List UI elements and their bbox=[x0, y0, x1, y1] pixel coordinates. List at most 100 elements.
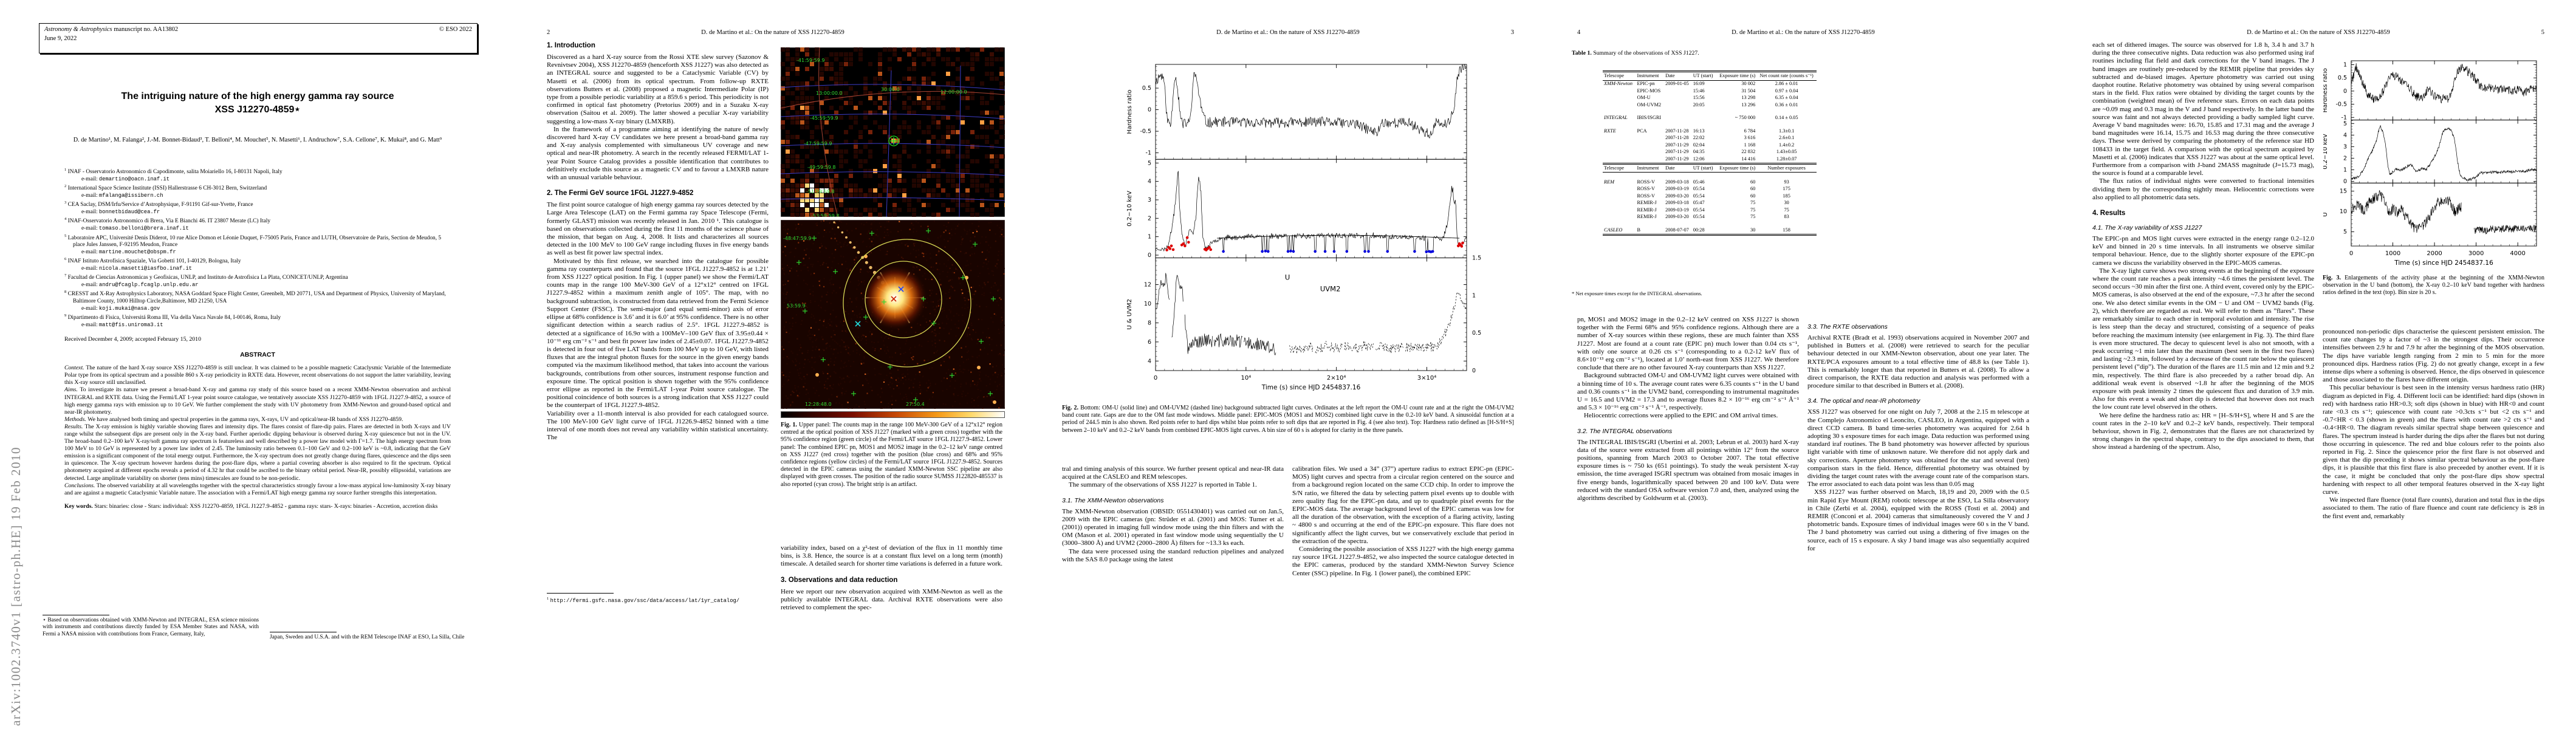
paragraph: XSS J1227 was further observed on March,… bbox=[1807, 488, 2029, 552]
svg-text:0: 0 bbox=[1148, 107, 1151, 114]
svg-text:-45:59:59.9: -45:59:59.9 bbox=[810, 115, 838, 121]
affiliation: 2 International Space Science Institute … bbox=[64, 184, 267, 199]
table-1-caption: Table 1. Summary of the observations of … bbox=[1572, 50, 2021, 56]
manuscript-date: June 9, 2022 bbox=[44, 35, 77, 42]
svg-text:4: 4 bbox=[2343, 132, 2347, 139]
paragraph: We inspected flare fluence (total flare … bbox=[2323, 496, 2544, 520]
page-number: 2 bbox=[547, 29, 550, 36]
page-1: arXiv:1002.3740v1 [astro-ph.HE] 19 Feb 2… bbox=[0, 0, 515, 729]
svg-text:6: 6 bbox=[1148, 339, 1151, 346]
svg-text:3: 3 bbox=[2343, 143, 2347, 150]
affiliation: 1 INAF - Osservatorio Astronomico di Cap… bbox=[64, 168, 283, 182]
column-right: calibration files. We used a 34” (37”) a… bbox=[1292, 465, 1514, 654]
running-title: D. de Martino et al.: On the nature of X… bbox=[2247, 29, 2390, 36]
svg-text:0.5: 0.5 bbox=[2338, 75, 2347, 81]
footnote-number: 1 bbox=[547, 597, 549, 601]
copyright: © ESO 2022 bbox=[439, 26, 472, 33]
svg-text:U & UVM2: U & UVM2 bbox=[1126, 299, 1133, 330]
abstract-paragraph: Results. The X-ray emission is highly va… bbox=[64, 423, 451, 482]
abstract-paragraph: Conclusions. The observed variability at… bbox=[64, 482, 451, 496]
svg-text:-47:59:59.9: -47:59:59.9 bbox=[804, 141, 832, 146]
svg-text:0: 0 bbox=[2343, 88, 2347, 95]
observations-table: Telescope Instrument Date UT (start) Exposur… bbox=[1603, 70, 1817, 236]
paragraph: Motivated by this first release, we sear… bbox=[547, 257, 769, 409]
footnote-url: http://fermi.gsfc.nasa.gov/ssc/data/acce… bbox=[550, 598, 740, 604]
section-heading: 3. Observations and data reduction bbox=[781, 576, 898, 584]
paragraph: Background subtracted OM-U and OM-UVM2 l… bbox=[1577, 372, 1799, 412]
front-matter: 1 INAF - Osservatorio Astronomico di Cap… bbox=[64, 166, 451, 510]
svg-text:8: 8 bbox=[1148, 320, 1151, 326]
figure-caption: Fig. 2. Bottom: OM-U (solid line) and OM… bbox=[1062, 405, 1514, 434]
svg-text:2: 2 bbox=[2343, 155, 2347, 162]
manuscript-header-box: Astronomy & Astrophysics manuscript no. … bbox=[39, 23, 478, 53]
svg-text:-1: -1 bbox=[1146, 150, 1151, 157]
title-footnote-right: Japan, Sweden and U.S.A. and with the RE… bbox=[270, 632, 484, 641]
affiliation: 8 CRESST and X-Ray Astrophysics Laborato… bbox=[64, 290, 446, 312]
author-list: D. de Martino¹, M. Falanga², J.-M. Bonne… bbox=[73, 137, 442, 143]
svg-text:0: 0 bbox=[2343, 178, 2347, 185]
running-title: D. de Martino et al.: On the nature of X… bbox=[1216, 29, 1360, 36]
page-number: 5 bbox=[2541, 29, 2544, 36]
svg-text:4: 4 bbox=[1148, 179, 1151, 185]
section-heading: 1. Introduction bbox=[547, 42, 595, 49]
affiliation: 4 INAF-Osservatorio Astronomico di Brera… bbox=[64, 217, 271, 231]
fermi-counts-map: -41:59:59.9 13:00:00.0 30:00.0 12:00:00.0 -4… bbox=[780, 47, 1009, 219]
svg-text:12:28:48.0: 12:28:48.0 bbox=[805, 402, 832, 407]
page-number: 3 bbox=[1510, 29, 1514, 36]
subsection-heading: 4.1. The X-ray variability of XSS J1227 bbox=[2092, 224, 2202, 232]
svg-text:3: 3 bbox=[1148, 197, 1151, 204]
svg-text:1: 1 bbox=[1472, 292, 1476, 299]
svg-text:-48:47:59.9: -48:47:59.9 bbox=[783, 236, 811, 241]
paper-title: The intriguing nature of the high energy… bbox=[0, 90, 515, 117]
journal-name: Astronomy & Astrophysics bbox=[44, 26, 112, 33]
figure-1-lower: -48:47:59.9 53:59.9 12:28:48.0 27:50.4 bbox=[780, 219, 1006, 412]
title-footnote-left: ⋆ Based on observations obtained with XM… bbox=[43, 615, 259, 638]
svg-text:4000: 4000 bbox=[2510, 250, 2525, 257]
svg-text:UVM2: UVM2 bbox=[1320, 285, 1341, 293]
table-footnote: * Net exposure times except for the INTE… bbox=[1572, 290, 1702, 296]
svg-text:12:00:00.0: 12:00:00.0 bbox=[940, 89, 967, 95]
svg-text:12: 12 bbox=[1144, 282, 1151, 289]
paragraph: tral and timing analysis of this source.… bbox=[1062, 465, 1284, 481]
received-line: Received December 4, 2009; accepted Febr… bbox=[64, 336, 201, 343]
page-4: 4 D. de Martino et al.: On the nature of… bbox=[1546, 0, 2061, 729]
svg-text:1: 1 bbox=[2343, 166, 2347, 173]
journal-line: Astronomy & Astrophysics manuscript no. … bbox=[44, 26, 472, 33]
svg-text:0: 0 bbox=[1148, 252, 1151, 259]
svg-text:0.2−10 keV: 0.2−10 keV bbox=[2323, 134, 2329, 169]
svg-text:10: 10 bbox=[1144, 301, 1151, 307]
svg-text:1.5: 1.5 bbox=[1472, 255, 1481, 262]
affiliation: 6 INAF Istituto Astrofisica Spaziale, Vi… bbox=[64, 257, 241, 272]
svg-text:2000: 2000 bbox=[2427, 250, 2442, 257]
abstract-body: Context. The nature of the hard X-ray so… bbox=[64, 364, 451, 510]
subsection-heading: 3.2. The INTEGRAL observations bbox=[1577, 427, 1673, 435]
paragraph: calibration files. We used a 34” (37”) a… bbox=[1292, 465, 1514, 545]
table: Telescope Instrument Date UT (start) Exposur… bbox=[1603, 70, 1817, 236]
svg-text:3×10⁴: 3×10⁴ bbox=[1417, 375, 1436, 382]
figure-3: 1 0.5 0 -0.5 -1 Hardness ratio 5 4 3 2 1 0 0.2−10 ke… bbox=[2322, 44, 2569, 284]
paragraph: The X-ray light curve shows two strong e… bbox=[2092, 267, 2314, 411]
subsection-heading: 3.4. The optical and near-IR photometry bbox=[1807, 397, 1920, 405]
svg-text:10: 10 bbox=[2340, 208, 2347, 215]
svg-text:0: 0 bbox=[2349, 250, 2353, 257]
svg-text:53:59.9: 53:59.9 bbox=[787, 303, 806, 309]
svg-text:0.5: 0.5 bbox=[1472, 330, 1481, 337]
paragraph: Archival RXTE (Bradt et al. 1993) observ… bbox=[1807, 334, 2029, 390]
svg-text:27:50.4: 27:50.4 bbox=[906, 402, 925, 407]
page-5: D. de Martino et al.: On the nature of X… bbox=[2061, 0, 2576, 729]
paragraph: each set of dithered images. The source … bbox=[2092, 41, 2314, 177]
paragraph: The first point source catalogue of high… bbox=[547, 201, 769, 257]
table-caption-lead: Table 1. bbox=[1572, 50, 1592, 56]
figure-1-caption: Fig. 1. Upper panel: The counts map in t… bbox=[781, 422, 1002, 488]
table-caption-text: Summary of the observations of XSS J1227… bbox=[1593, 50, 1699, 56]
affiliations: 1 INAF - Osservatorio Astronomico di Cap… bbox=[64, 166, 451, 329]
svg-text:Hardness ratio: Hardness ratio bbox=[1126, 90, 1133, 134]
subsection-heading: 3.3. The RXTE observations bbox=[1807, 323, 1888, 330]
abstract-paragraph: Aims. To investigate its nature we prese… bbox=[64, 386, 451, 416]
footnote-text: 1 http://fermi.gsfc.nasa.gov/ssc/data/ac… bbox=[547, 595, 769, 605]
svg-text:Time (s) since HJD 2454837.16: Time (s) since HJD 2454837.16 bbox=[1261, 384, 1361, 391]
svg-text:5: 5 bbox=[1148, 160, 1151, 166]
svg-text:U: U bbox=[2323, 212, 2329, 216]
svg-text:1000: 1000 bbox=[2385, 250, 2400, 257]
